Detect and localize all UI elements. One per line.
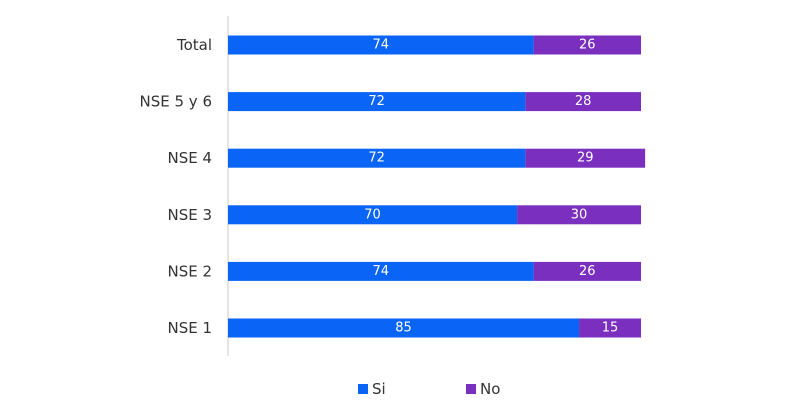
legend: Si No [358,380,500,398]
data-label-nse-4-si: 72 [368,151,385,166]
category-label-total: Total [176,36,212,54]
bar-total-si [228,35,534,55]
legend-label-si: Si [372,380,386,398]
data-label-nse-1-si: 85 [395,321,412,336]
category-label-nse-2: NSE 2 [167,262,212,280]
category-label-nse-3: NSE 3 [167,206,212,224]
category-label-nse-4: NSE 4 [167,149,212,167]
bar-nse-3-no [517,205,641,225]
category-labels: Total NSE 5 y 6 NSE 4 NSE 3 NSE 2 NSE 1 [140,36,213,337]
data-label-total-no: 26 [579,38,596,53]
legend-swatch-si [358,384,368,394]
data-label-nse-5-y-6-no: 28 [575,94,592,109]
bar-nse-3-si [228,205,518,225]
bar-nse-5-y-6-no [525,92,641,112]
data-label-nse-3-no: 30 [571,207,588,222]
data-label-total-si: 74 [373,38,390,53]
data-label-nse-2-no: 26 [579,264,596,279]
category-label-nse-5-y-6: NSE 5 y 6 [140,93,213,111]
bar-nse-2-si [228,261,534,281]
data-label-nse-5-y-6-si: 72 [368,94,385,109]
bar-total-no [533,35,641,55]
bar-nse-1-si [228,318,580,338]
legend-swatch-no [466,384,476,394]
legend-label-no: No [480,380,500,398]
data-label-nse-2-si: 74 [373,264,390,279]
bar-nse-5-y-6-si [228,92,526,112]
data-label-nse-4-no: 29 [577,151,594,166]
bar-nse-4-si [228,148,526,168]
bars-group: 74 26 72 28 72 29 70 30 74 26 85 15 [228,35,646,338]
bar-nse-2-no [533,261,641,281]
bar-nse-4-no [525,148,646,168]
category-label-nse-1: NSE 1 [167,319,212,337]
bar-nse-1-no [579,318,641,338]
data-label-nse-3-si: 70 [364,207,381,222]
data-label-nse-1-no: 15 [602,321,619,336]
